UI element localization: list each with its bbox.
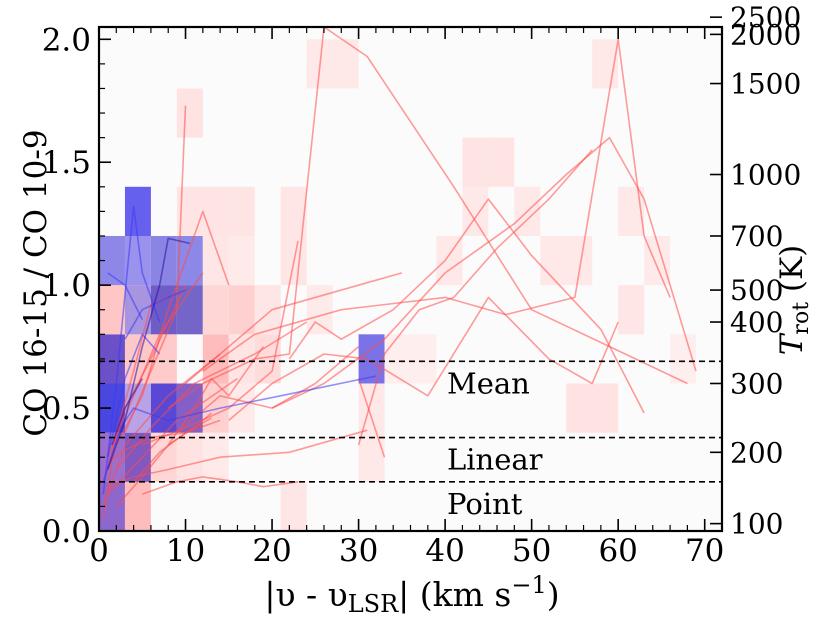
heatmap-cell bbox=[462, 186, 489, 236]
x-tick-label: 40 bbox=[425, 533, 464, 569]
heatmap-cell bbox=[566, 235, 593, 286]
series-line bbox=[357, 378, 386, 458]
series-line bbox=[107, 429, 368, 488]
y-tick-label: 0.0 bbox=[42, 514, 91, 550]
x-tick-label: 0 bbox=[89, 533, 109, 569]
series-line bbox=[102, 205, 161, 495]
series-line bbox=[132, 417, 212, 483]
x-tick-label: 10 bbox=[166, 533, 205, 569]
series-line bbox=[102, 375, 377, 483]
heatmap-cell bbox=[410, 334, 437, 384]
y-tick-label: 1.5 bbox=[42, 145, 91, 181]
heatmap-cell bbox=[488, 137, 515, 187]
heatmap-cell bbox=[176, 235, 203, 286]
x-axis-label-main: |υ - υ bbox=[264, 575, 347, 614]
heatmap-cell bbox=[228, 235, 255, 286]
x-tick-label: 30 bbox=[339, 533, 378, 569]
right-tick-label: 2000 bbox=[730, 18, 801, 51]
heatmap-cell bbox=[124, 186, 151, 236]
heatmap-cell bbox=[202, 285, 229, 335]
heatmap-cell bbox=[618, 285, 645, 335]
series-line bbox=[167, 26, 688, 409]
heatmap-cell bbox=[176, 88, 203, 138]
series-line bbox=[357, 149, 593, 446]
series-line bbox=[288, 198, 645, 414]
heatmap-cell bbox=[124, 481, 151, 531]
x-ticks: 0 10 20 30 40 50 60 70 bbox=[89, 27, 724, 569]
series-lines bbox=[102, 26, 697, 519]
right-tick-label: 700 bbox=[730, 220, 783, 253]
heatmap-cell bbox=[384, 334, 411, 384]
reference-line-label: Linear bbox=[447, 443, 543, 477]
heatmap-cell bbox=[566, 383, 593, 433]
series-line bbox=[184, 272, 403, 385]
x-axis-label-sup: −1 bbox=[511, 571, 546, 599]
right-tick-label: 500 bbox=[730, 274, 783, 307]
y-tick-label: 0.5 bbox=[42, 391, 91, 427]
x-axis-label-mid: | (km s bbox=[398, 575, 511, 614]
series-line bbox=[142, 476, 299, 495]
heatmap-cell bbox=[202, 334, 229, 384]
reference-line-label: Mean bbox=[447, 366, 530, 400]
series-line bbox=[115, 210, 230, 446]
right-axis-label-main: T bbox=[774, 332, 810, 355]
series-group bbox=[106, 237, 191, 470]
x-axis-label-sub: LSR bbox=[348, 590, 399, 618]
series-group bbox=[102, 26, 697, 519]
x-axis-label: |υ - υLSR| (km s−1) bbox=[264, 571, 559, 618]
heatmap-cell bbox=[124, 334, 151, 384]
x-tick-label: 20 bbox=[252, 533, 291, 569]
series-line bbox=[107, 272, 144, 320]
heatmap-cell bbox=[540, 235, 567, 286]
reference-line-label: Point bbox=[447, 487, 523, 521]
series-line bbox=[115, 321, 308, 471]
heatmap-cell bbox=[202, 235, 229, 286]
series-line bbox=[124, 105, 187, 434]
y-ticks-left: 0.0 0.5 1.0 1.5 2.0 bbox=[42, 22, 111, 550]
right-tick-label: 100 bbox=[730, 508, 783, 541]
right-axis-label-end: (K) bbox=[774, 245, 810, 302]
reference-lines: Mean Linear Point bbox=[99, 360, 722, 521]
series-line bbox=[271, 136, 697, 409]
heatmap-cell bbox=[618, 186, 645, 236]
series-line bbox=[142, 240, 299, 446]
y-axis-label: CO 16-15 / CO 10-9 bbox=[18, 129, 54, 436]
heatmap-cell bbox=[176, 432, 203, 482]
x-tick-label: 50 bbox=[512, 533, 551, 569]
series-line bbox=[228, 296, 619, 422]
right-tick-label: 300 bbox=[730, 367, 783, 400]
series-line bbox=[106, 237, 191, 470]
y-tick-label: 1.0 bbox=[42, 268, 91, 304]
right-tick-label: 400 bbox=[730, 306, 783, 339]
x-tick-label: 70 bbox=[685, 533, 724, 569]
heatmap-cell bbox=[228, 285, 255, 335]
series-line bbox=[106, 333, 161, 458]
heatmap-cell bbox=[228, 383, 255, 433]
heatmap-cell bbox=[332, 39, 359, 89]
heatmap-cell bbox=[592, 383, 619, 433]
series-line bbox=[124, 289, 186, 340]
heatmap-cell bbox=[202, 186, 229, 236]
y-tick-label: 2.0 bbox=[42, 22, 91, 58]
right-tick-label: 200 bbox=[730, 436, 783, 469]
heatmap-cell bbox=[462, 137, 489, 187]
x-axis-label-end: ) bbox=[547, 575, 560, 614]
right-tick-label: 2500 bbox=[730, 1, 801, 34]
right-tick-label: 1000 bbox=[730, 159, 801, 192]
series-line bbox=[111, 378, 143, 446]
x-tick-label: 60 bbox=[598, 533, 637, 569]
series-line bbox=[102, 353, 221, 507]
right-tick-label: 1500 bbox=[730, 68, 801, 101]
heatmap-cell bbox=[358, 432, 385, 482]
right-axis-label: Trot (K) bbox=[774, 245, 814, 356]
right-axis-label-sub: rot bbox=[789, 302, 814, 335]
series-group bbox=[102, 205, 377, 495]
heatmap-cell bbox=[280, 481, 307, 531]
series-line bbox=[167, 346, 265, 446]
heatmap-cell bbox=[254, 285, 281, 335]
heatmap-cell bbox=[228, 186, 255, 236]
heatmap-cell bbox=[306, 285, 333, 335]
